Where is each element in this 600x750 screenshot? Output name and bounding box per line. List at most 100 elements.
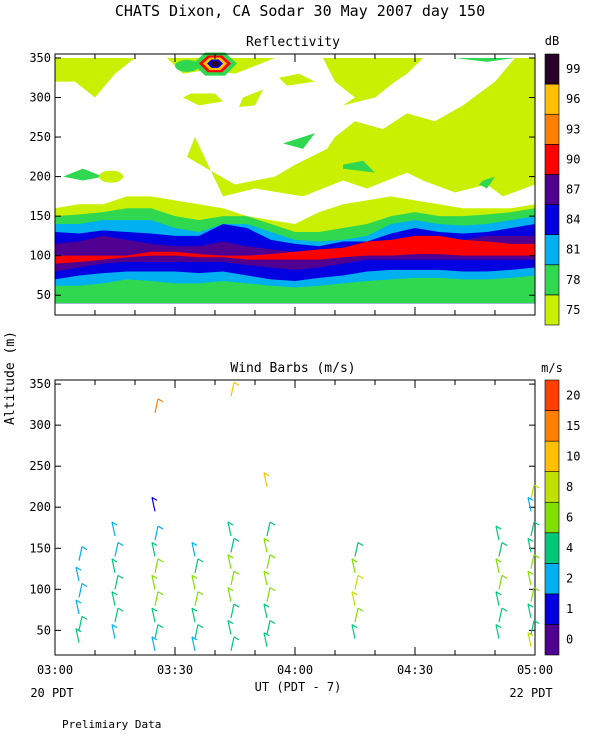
wind-barb	[263, 603, 268, 619]
wind-barb	[151, 497, 156, 512]
reflectivity-colorbar-tick-label: 96	[566, 92, 580, 106]
wind-colorbar-tick-label: 4	[566, 541, 573, 555]
reflectivity-colorbar-swatch	[544, 53, 560, 85]
wind-colorbar-tick-label: 0	[566, 633, 573, 647]
wind-barb-flag	[111, 591, 118, 596]
wind-barb-flag	[117, 541, 124, 547]
reflectivity-colorbar-swatch	[544, 83, 560, 115]
reflectivity-fill	[55, 52, 535, 304]
wind-barb	[498, 608, 503, 623]
reflectivity-contour	[455, 57, 515, 62]
reflectivity-colorbar-swatch	[544, 294, 560, 326]
wind-barbs-marks	[75, 381, 540, 652]
reflectivity-colorbar-swatch	[544, 113, 560, 145]
reflectivity-contour	[239, 89, 263, 107]
wind-barb	[154, 558, 159, 574]
reflectivity-contour	[55, 57, 135, 98]
wind-barb-flag	[495, 558, 502, 563]
wind-barb-flag	[117, 607, 124, 612]
wind-barb	[230, 636, 235, 652]
wind-barb	[191, 575, 196, 590]
wind-barb-flag	[197, 591, 204, 596]
reflectivity-colorbar-tick-label: 90	[566, 152, 580, 166]
wind-barb	[527, 632, 532, 647]
wind-barb-flag	[117, 574, 124, 579]
reflectivity-contour	[279, 73, 315, 86]
wind-colorbar-tick-label: 6	[566, 511, 573, 525]
reflectivity-y-tick-label: 50	[37, 288, 51, 302]
wind-barb-flag	[111, 558, 118, 563]
wind-barb	[227, 554, 232, 569]
wind-barb-flag	[191, 636, 198, 641]
wind-barb-flag	[75, 628, 82, 633]
wind-barb-flag	[495, 591, 502, 596]
wind-barbs-axes: 50 100 150 200 250 300 350 03:00 03:30 04:00 04:30…	[29, 377, 553, 677]
reflectivity-contour	[479, 176, 495, 189]
wind-barb-flag	[75, 566, 82, 571]
wind-barb-flag	[269, 554, 276, 559]
wind-barb	[75, 566, 80, 582]
wind-barb-flag	[233, 636, 240, 641]
wind-barb	[495, 525, 500, 541]
wind-barb-flag	[233, 381, 240, 386]
wind-colorbar-swatch	[544, 532, 560, 564]
wind-barb-flag	[495, 624, 502, 629]
wind-colorbar-swatch	[544, 501, 560, 534]
x-tick-label: 03:00	[37, 663, 73, 677]
wind-barb	[75, 599, 80, 615]
wind-barb	[230, 538, 235, 553]
wind-y-tick-label: 350	[29, 377, 51, 391]
wind-barb-flag	[81, 546, 88, 551]
wind-barb	[191, 608, 196, 623]
reflectivity-contour	[187, 57, 535, 197]
wind-barb-flag	[233, 603, 240, 608]
wind-barb-flag	[269, 521, 276, 526]
reflectivity-y-tick-label: 300	[29, 91, 51, 105]
wind-barb	[191, 636, 196, 652]
wind-barb	[78, 583, 83, 598]
wind-barb	[527, 497, 532, 512]
wind-barb	[154, 591, 159, 606]
reflectivity-contour	[283, 133, 315, 149]
wind-barb-flag	[263, 472, 270, 477]
wind-colorbar-tick-label: 2	[566, 572, 573, 586]
reflectivity-y-tick-label: 200	[29, 170, 51, 184]
wind-barb	[530, 521, 535, 537]
wind-barb-flag	[197, 624, 204, 629]
wind-barb	[354, 608, 359, 623]
wind-barb-flag	[197, 558, 204, 563]
wind-barb-flag	[191, 607, 198, 612]
wind-barb	[111, 591, 116, 606]
wind-barb	[527, 571, 532, 586]
wind-barb-flag	[263, 632, 270, 637]
wind-barb-flag	[357, 574, 364, 579]
wind-barb-flag	[233, 537, 240, 542]
wind-colorbar-swatch	[544, 440, 560, 472]
x-tick-label: 04:30	[397, 663, 433, 677]
wind-colorbar-tick-label: 1	[566, 602, 573, 616]
wind-barb	[351, 591, 356, 606]
reflectivity-colorbar-swatch	[544, 144, 560, 175]
wind-barb-flag	[233, 570, 240, 575]
wind-barb-flag	[501, 541, 508, 547]
wind-colorbar: 0 1 2 4 6 8 10 15 20	[544, 379, 580, 656]
wind-barb-flag	[227, 587, 234, 592]
wind-barb	[151, 608, 156, 623]
wind-barb-flag	[111, 624, 118, 629]
wind-barb-flag	[501, 607, 508, 612]
wind-barb-flag	[527, 570, 534, 575]
reflectivity-contour	[63, 168, 103, 181]
wind-barb-flag	[269, 619, 276, 624]
wind-y-tick-label: 200	[29, 500, 51, 514]
wind-barb-flag	[157, 525, 164, 530]
wind-barb-flag	[527, 632, 534, 637]
wind-colorbar-swatch	[544, 593, 560, 625]
reflectivity-y-tick-label: 250	[29, 130, 51, 144]
wind-barb-flag	[351, 558, 358, 563]
wind-barb	[495, 558, 500, 574]
wind-barb	[495, 591, 500, 606]
wind-barb	[154, 525, 159, 541]
wind-colorbar-swatch	[544, 624, 560, 656]
wind-barb	[111, 558, 116, 574]
